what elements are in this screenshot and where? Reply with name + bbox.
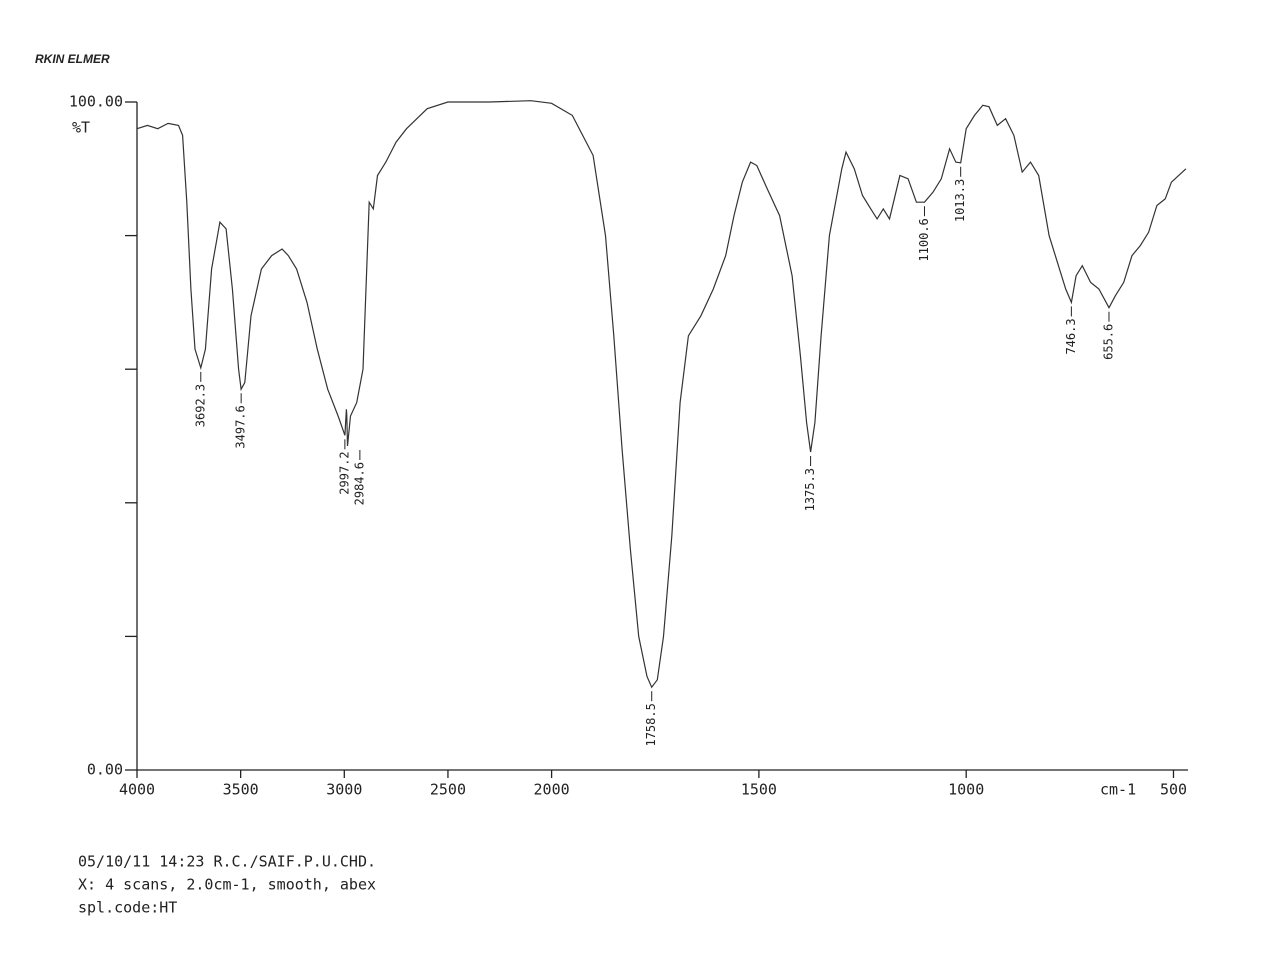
x-tick-label: 3000 (326, 781, 362, 799)
peak-label: 2997.2 (337, 451, 351, 494)
chart-title: RKIN ELMER (35, 52, 110, 66)
peak-label: 3497.6 (234, 405, 248, 448)
y-tick-label: 0.00 (87, 761, 123, 779)
peak-label: 655.6 (1101, 324, 1115, 360)
y-axis-label: %T (72, 119, 90, 137)
peak-label: 1013.3 (953, 179, 967, 222)
peak-label: 1758.5 (644, 703, 658, 746)
x-tick-label: 1000 (948, 781, 984, 799)
x-tick-label: 2000 (534, 781, 570, 799)
x-tick-label: 500 (1160, 781, 1187, 799)
peak-label: 1375.3 (803, 468, 817, 511)
x-tick-label: 1500 (741, 781, 777, 799)
peak-label: 3692.3 (193, 384, 207, 427)
x-tick-label: 2500 (430, 781, 466, 799)
x-axis-label: cm-1 (1100, 781, 1136, 799)
spectrum-line (136, 100, 1187, 689)
y-tick-label: 100.00 (69, 93, 123, 111)
footer-note: X: 4 scans, 2.0cm-1, smooth, abex (78, 876, 376, 894)
peak-label: 2984.6 (352, 462, 366, 505)
footer-note: 05/10/11 14:23 R.C./SAIF.P.U.CHD. (78, 853, 376, 871)
footer-note: spl.code:HT (78, 899, 177, 917)
x-tick-label: 3500 (223, 781, 259, 799)
x-tick-label: 4000 (119, 781, 155, 799)
peak-label: 746.3 (1064, 318, 1078, 354)
peak-label: 1100.6 (917, 218, 931, 261)
